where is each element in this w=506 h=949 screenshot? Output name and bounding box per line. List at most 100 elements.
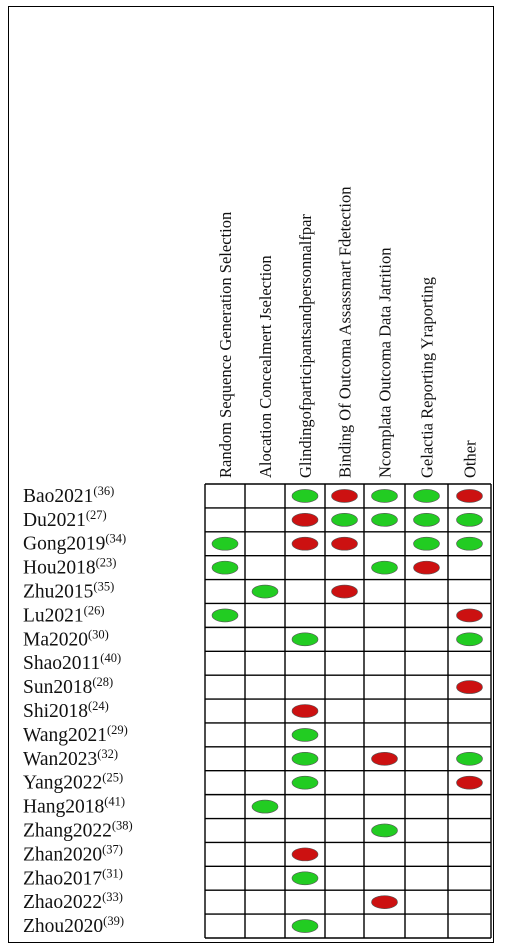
low-risk-mark [371, 823, 398, 838]
low-risk-mark [456, 751, 483, 766]
figure-frame [8, 6, 494, 943]
row-label: Zhu2015(35) [23, 580, 114, 603]
study-reference: (41) [104, 795, 125, 809]
study-name: Yang2022 [23, 773, 102, 794]
row-label: Bao2021(36) [23, 484, 114, 507]
row-label: Lu2021(26) [23, 603, 105, 626]
high-risk-mark [456, 680, 483, 694]
low-risk-mark [291, 728, 319, 742]
row-label: Sun2018(28) [23, 675, 113, 698]
low-risk-mark [291, 919, 319, 933]
high-risk-mark [413, 560, 440, 575]
study-name: Zhao2022 [23, 892, 102, 913]
study-reference: (25) [102, 771, 123, 785]
row-label: Gong2019(34) [23, 532, 126, 555]
high-risk-mark [291, 847, 319, 862]
study-name: Zhu2015 [23, 582, 93, 603]
high-risk-mark [291, 704, 319, 718]
low-risk-mark [413, 489, 440, 503]
low-risk-mark [291, 871, 319, 886]
low-risk-mark [456, 513, 483, 527]
study-name: Zhao2017 [23, 868, 102, 889]
study-reference: (40) [100, 651, 121, 665]
column-header: Other [461, 440, 480, 478]
column-header: Glindingofparticipantsandpersonnalfpar [296, 214, 315, 478]
high-risk-mark [456, 775, 483, 790]
low-risk-mark [456, 536, 483, 551]
study-reference: (37) [102, 842, 123, 856]
study-reference: (35) [93, 580, 114, 594]
low-risk-mark [291, 775, 319, 790]
row-label: Hou2018(23) [23, 556, 116, 579]
row-label: Yang2022(25) [23, 771, 123, 794]
row-label: Zhao2022(33) [23, 890, 123, 913]
study-name: Wan2023 [23, 749, 97, 770]
column-header: Random Sequence Generation Selection [216, 212, 235, 478]
high-risk-mark [291, 513, 319, 527]
study-name: Zhou2020 [23, 916, 103, 937]
study-name: Wang2021 [23, 725, 107, 746]
study-reference: (33) [102, 890, 123, 904]
study-name: Zhang2022 [23, 820, 112, 841]
study-name: Gong2019 [23, 534, 105, 555]
study-name: Sun2018 [23, 677, 92, 698]
low-risk-mark [211, 608, 239, 623]
study-name: Shao2011 [23, 653, 100, 674]
row-label: Hang2018(41) [23, 795, 125, 818]
study-name: Lu2021 [23, 605, 84, 626]
row-label: Shao2011(40) [23, 651, 121, 674]
row-label: Ma2020(30) [23, 627, 109, 650]
study-name: Du2021 [23, 510, 86, 531]
study-reference: (28) [92, 675, 113, 689]
row-label: Du2021(27) [23, 508, 107, 531]
study-name: Hang2018 [23, 797, 104, 818]
low-risk-mark [371, 560, 398, 575]
high-risk-mark [371, 751, 398, 766]
low-risk-mark [211, 536, 239, 551]
study-reference: (29) [107, 723, 128, 737]
row-label: Zhou2020(39) [23, 914, 124, 937]
low-risk-mark [456, 632, 483, 647]
row-label: Shi2018(24) [23, 699, 109, 722]
low-risk-mark [371, 513, 398, 527]
low-risk-mark [291, 751, 319, 766]
study-reference: (30) [88, 627, 109, 641]
row-label: Wang2021(29) [23, 723, 128, 746]
study-name: Hou2018 [23, 558, 96, 579]
column-header: Gelactia Reporting Yraporting [418, 277, 437, 478]
high-risk-mark [456, 608, 483, 623]
low-risk-mark [211, 560, 239, 575]
column-header: Ncomplata Outcoma Data Jatrition [376, 248, 395, 478]
low-risk-mark [331, 513, 358, 527]
low-risk-mark [291, 632, 319, 647]
low-risk-mark [251, 799, 279, 814]
study-name: Ma2020 [23, 629, 88, 650]
low-risk-mark [413, 513, 440, 527]
column-header: Binding Of Outcoma Assassmart Fdetection [336, 187, 355, 478]
study-reference: (27) [86, 508, 107, 522]
study-reference: (36) [93, 484, 114, 498]
row-label: Zhang2022(38) [23, 818, 133, 841]
high-risk-mark [456, 489, 483, 503]
low-risk-mark [251, 584, 279, 599]
low-risk-mark [371, 489, 398, 503]
study-reference: (24) [88, 699, 109, 713]
high-risk-mark [371, 895, 398, 909]
high-risk-mark [331, 584, 358, 599]
high-risk-mark [331, 536, 358, 551]
study-name: Bao2021 [23, 486, 93, 507]
low-risk-mark [291, 489, 319, 503]
study-name: Shi2018 [23, 701, 88, 722]
study-reference: (26) [84, 603, 105, 617]
study-reference: (32) [97, 747, 118, 761]
column-header: Alocation Concealmert Jselection [256, 255, 275, 478]
study-reference: (39) [103, 914, 124, 928]
study-reference: (38) [112, 818, 133, 832]
row-label: Zhan2020(37) [23, 842, 123, 865]
row-label: Zhao2017(31) [23, 866, 123, 889]
row-label: Wan2023(32) [23, 747, 118, 770]
study-reference: (23) [96, 556, 117, 570]
study-name: Zhan2020 [23, 844, 102, 865]
high-risk-mark [331, 489, 358, 503]
